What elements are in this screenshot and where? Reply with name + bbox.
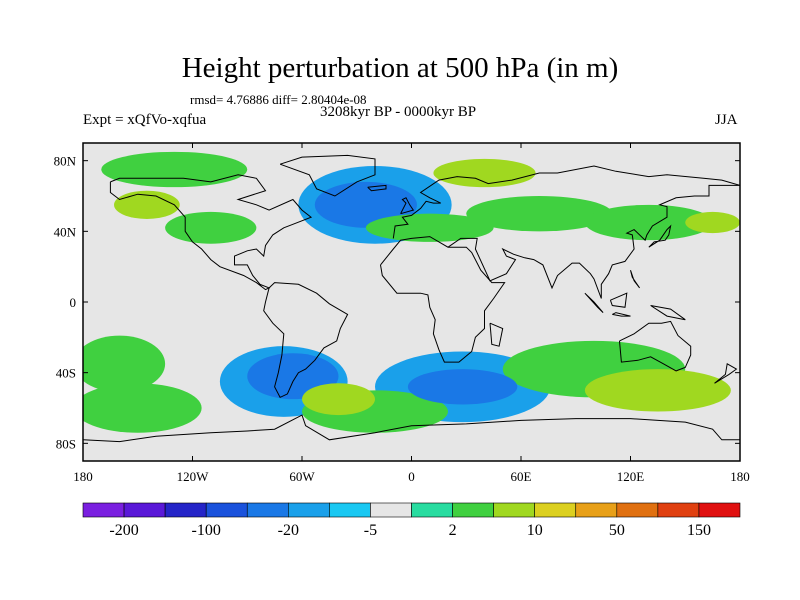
anomaly-region [302, 383, 375, 416]
anomaly-region [83, 383, 202, 433]
coastline [400, 197, 415, 215]
colorbar-box [493, 502, 535, 518]
colorbar-label: 10 [527, 522, 543, 539]
colorbar-box [329, 502, 371, 518]
period-text: 3208kyr BP - 0000kyr BP [320, 104, 477, 120]
coastline [279, 154, 376, 197]
anomaly-region [165, 211, 257, 244]
anomaly-field [83, 143, 740, 461]
colorbar-box [616, 502, 659, 518]
colorbar-box [205, 502, 248, 518]
colorbar-box [411, 502, 453, 518]
season-text: JJA [715, 112, 738, 128]
colorbar-label: -100 [192, 522, 221, 539]
colorbar-label: -20 [278, 522, 299, 539]
anomaly-region [101, 151, 248, 188]
anomaly-region [314, 181, 417, 228]
x-tick-label: 120W [177, 469, 210, 484]
anomaly-region [584, 369, 731, 412]
colorbar: -200 -100 -20 -5 2 10 50 150 [82, 502, 741, 539]
x-tick-label: 180 [73, 469, 93, 484]
y-axis: 80N 40N 0 40S 80S [54, 154, 740, 451]
coastline [609, 292, 628, 308]
x-tick-label: 0 [408, 469, 415, 484]
colorbar-box [575, 502, 618, 518]
coastline [650, 305, 686, 321]
y-tick-label: 80N [54, 154, 77, 169]
coastline [392, 165, 740, 239]
coastline [619, 320, 692, 372]
colorbar-label: 150 [687, 522, 711, 539]
coastline [714, 363, 738, 384]
y-tick-label: 0 [70, 295, 77, 310]
anomaly-region [83, 335, 166, 393]
colorbar-box [123, 502, 166, 518]
x-tick-label: 120E [617, 469, 645, 484]
coastline [380, 236, 506, 363]
anomaly-region [584, 204, 713, 241]
coastline [367, 184, 387, 192]
stats-text: rmsd= 4.76886 diff= 2.80404e-08 [190, 92, 367, 107]
coastlines [83, 154, 740, 443]
coastline [630, 270, 641, 289]
chart-title: Height perturbation at 500 hPa (in m) [181, 52, 619, 84]
x-tick-label: 60E [511, 469, 532, 484]
anomaly-region [114, 190, 180, 219]
colorbar-box [698, 502, 741, 518]
coastline [447, 184, 740, 299]
colorbar-box [657, 502, 700, 518]
x-tick-label: 60W [289, 469, 315, 484]
colorbar-box [370, 502, 412, 518]
colorbar-box [82, 502, 125, 518]
colorbar-label: 2 [449, 522, 457, 539]
x-tick-label: 180 [730, 469, 750, 484]
anomaly-region [433, 158, 536, 188]
y-tick-label: 80S [56, 436, 76, 451]
x-axis: 180 120W 60W 0 60E 120E 180 [73, 143, 750, 484]
anomaly-region [466, 196, 613, 232]
coastline [612, 312, 631, 317]
colorbar-box [452, 502, 494, 518]
coastline [263, 282, 349, 399]
colorbar-box [164, 502, 207, 518]
coastline [109, 174, 313, 291]
anomaly-region [407, 369, 518, 405]
experiment-text: Expt = xQfVo-xqfua [83, 112, 207, 128]
coastline [648, 224, 672, 248]
colorbar-box [246, 502, 289, 518]
colorbar-label: -200 [109, 522, 138, 539]
colorbar-label: -5 [364, 522, 377, 539]
colorbar-box [534, 502, 577, 518]
anomaly-region [365, 213, 494, 242]
coastline [489, 322, 504, 347]
colorbar-box [288, 502, 330, 518]
anomaly-region [685, 211, 740, 234]
coastline [83, 414, 740, 443]
colorbar-label: 50 [609, 522, 625, 539]
y-tick-label: 40S [56, 366, 76, 381]
y-tick-label: 40N [54, 224, 77, 239]
coastline [584, 292, 604, 313]
